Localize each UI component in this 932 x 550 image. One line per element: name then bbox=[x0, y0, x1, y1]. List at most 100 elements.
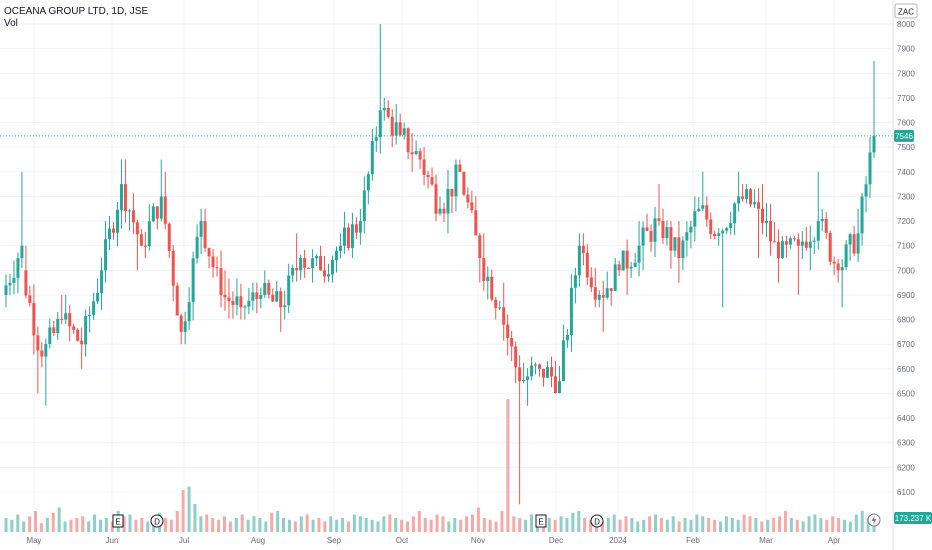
candle-body bbox=[20, 245, 24, 259]
volume-bar bbox=[547, 518, 551, 532]
candle-body bbox=[713, 233, 717, 237]
volume-bar bbox=[57, 507, 61, 532]
volume-bar bbox=[222, 516, 226, 532]
volume-bar bbox=[311, 519, 315, 532]
candle-body bbox=[191, 258, 195, 303]
candle-body bbox=[259, 294, 263, 300]
candle-body bbox=[661, 221, 665, 239]
volume-bar bbox=[860, 511, 864, 532]
volume-bar bbox=[45, 518, 49, 532]
time-axis[interactable]: May Jun Jul Aug Sep Oct Nov Dec 2024 Feb Mar Apr bbox=[26, 536, 840, 545]
volume-bar bbox=[559, 516, 563, 532]
candle-body bbox=[151, 206, 155, 222]
candle-body bbox=[243, 306, 247, 308]
candle-body bbox=[836, 263, 840, 271]
volume-legend-label[interactable]: Vol bbox=[4, 18, 18, 29]
candle-body bbox=[119, 184, 123, 210]
candle-body bbox=[179, 315, 183, 332]
volume-bar bbox=[352, 514, 356, 532]
candle-body bbox=[697, 208, 701, 212]
candle-body bbox=[303, 258, 307, 268]
volume-bar bbox=[577, 511, 581, 532]
candle-body bbox=[804, 241, 808, 248]
volume-bar bbox=[98, 519, 102, 532]
volume-last-badge: 173.237 K bbox=[894, 512, 932, 524]
currency-badge[interactable]: ZAC bbox=[894, 3, 918, 19]
candle-body bbox=[175, 285, 179, 316]
volume-bar bbox=[736, 519, 740, 532]
candle-body bbox=[498, 307, 502, 309]
volume-bar bbox=[417, 511, 421, 532]
candle-body bbox=[625, 250, 629, 269]
volume-bar bbox=[382, 516, 386, 532]
volume-bar bbox=[441, 516, 445, 532]
dividend-marker[interactable]: D bbox=[150, 514, 164, 528]
symbol-title[interactable]: OCEANA GROUP LTD, 1D, JSE bbox=[4, 6, 149, 17]
volume-bar bbox=[411, 516, 415, 532]
candle-body bbox=[637, 245, 641, 263]
candle-body bbox=[398, 122, 402, 135]
volume-bar bbox=[39, 523, 43, 532]
volume-bar bbox=[246, 519, 250, 532]
candle-body bbox=[442, 208, 446, 214]
candle-body bbox=[729, 223, 733, 229]
volume-bar bbox=[282, 518, 286, 532]
volume-bar bbox=[842, 519, 846, 532]
candle-body bbox=[92, 301, 96, 315]
y-tick-label: 6700 bbox=[897, 340, 915, 349]
candle-body bbox=[741, 196, 745, 199]
dividend-marker[interactable]: D bbox=[590, 514, 604, 528]
candle-body bbox=[64, 313, 68, 320]
candle-body bbox=[848, 234, 852, 245]
volume-bar bbox=[659, 518, 663, 532]
candle-body bbox=[685, 232, 689, 241]
candles bbox=[4, 24, 876, 505]
earnings-marker[interactable]: E bbox=[112, 514, 124, 528]
volume-bar bbox=[760, 521, 764, 532]
volume-bar bbox=[689, 519, 693, 532]
candle-body bbox=[796, 239, 800, 246]
volume-bar bbox=[388, 514, 392, 532]
candle-body bbox=[677, 237, 681, 258]
candle-body bbox=[518, 367, 522, 382]
volume-bar bbox=[299, 516, 303, 532]
volume-bar bbox=[671, 516, 675, 532]
candle-body bbox=[100, 270, 104, 293]
y-tick-label: 7900 bbox=[897, 45, 915, 54]
volume-bar bbox=[524, 519, 528, 532]
candle-body bbox=[470, 202, 474, 211]
volume-bar bbox=[346, 521, 350, 532]
candle-body bbox=[382, 107, 386, 111]
lightning-icon[interactable] bbox=[867, 513, 881, 527]
candle-body bbox=[374, 137, 378, 141]
candle-body bbox=[143, 245, 147, 247]
candle-body bbox=[131, 210, 135, 223]
candle-body bbox=[88, 314, 92, 316]
volume-bar bbox=[600, 521, 604, 532]
price-axis[interactable]: 6100 6200 6300 6400 6500 6600 6700 6800 6900 7000… bbox=[897, 20, 915, 497]
volume-bar bbox=[293, 521, 297, 532]
x-tick-label: Dec bbox=[549, 536, 563, 545]
candle-body bbox=[665, 227, 669, 239]
candle-body bbox=[494, 299, 498, 308]
candle-body bbox=[211, 256, 215, 268]
volume-bar bbox=[665, 519, 669, 532]
volume-bar bbox=[329, 516, 333, 532]
candle-body bbox=[334, 250, 338, 261]
candle-body bbox=[486, 276, 490, 281]
candle-body bbox=[657, 218, 661, 222]
candle-body bbox=[832, 261, 836, 264]
candle-body bbox=[864, 184, 868, 197]
volume-bar bbox=[518, 518, 522, 532]
candle-body bbox=[808, 241, 812, 248]
candle-body bbox=[227, 297, 231, 302]
volume-bar bbox=[234, 518, 238, 532]
candle-body bbox=[530, 365, 534, 377]
candle-body bbox=[581, 245, 585, 253]
earnings-marker[interactable]: E bbox=[535, 514, 547, 528]
volume-bar bbox=[140, 518, 144, 532]
candle-body bbox=[689, 226, 693, 233]
candle-body bbox=[283, 305, 287, 308]
candle-body bbox=[852, 234, 856, 254]
